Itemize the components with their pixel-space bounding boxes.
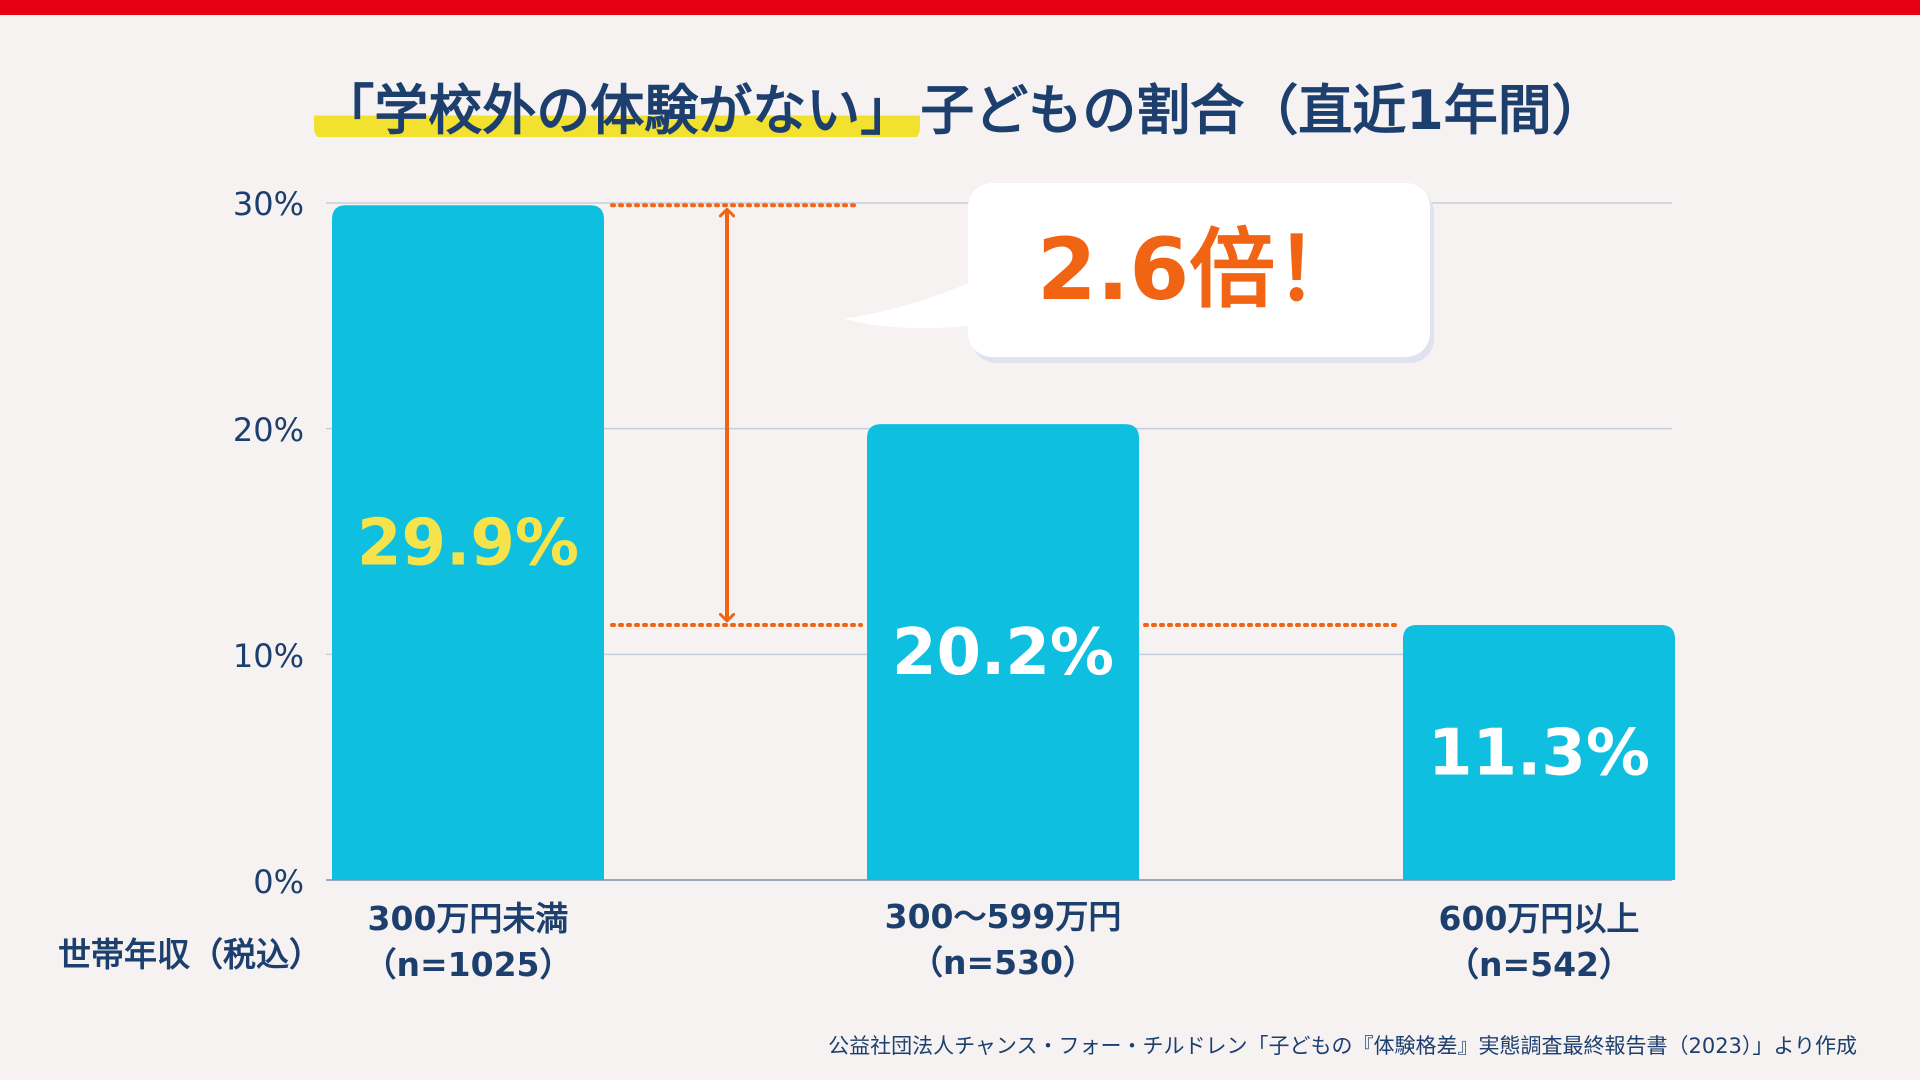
category-sample-size: （n=542） bbox=[1445, 945, 1633, 984]
bar bbox=[867, 424, 1139, 880]
category-sample-size: （n=1025） bbox=[363, 945, 573, 984]
top-accent-bar bbox=[0, 0, 1920, 15]
bar-value-label: 29.9% bbox=[357, 507, 579, 581]
category-sample-size: （n=530） bbox=[909, 943, 1097, 982]
title-highlight: 「学校外の体験がない」 bbox=[314, 79, 921, 142]
callout-text: 2.6倍！ bbox=[1036, 220, 1362, 320]
x-axis-title: 世帯年収（税込） bbox=[58, 935, 322, 974]
callout-bubble bbox=[968, 183, 1430, 357]
category-name: 300〜599万円 bbox=[884, 897, 1122, 936]
y-tick-label-20: 20% bbox=[232, 411, 304, 449]
title-rest: 子どもの割合（直近1年間） bbox=[920, 79, 1606, 142]
bar bbox=[1403, 624, 1675, 880]
category-label: 300〜599万円 （n=530） bbox=[843, 894, 1163, 986]
source-note: 公益社団法人チャンス・フォー・チルドレン「子どもの『体験格差』実態調査最終報告書… bbox=[828, 1034, 1857, 1058]
category-name: 300万円未満 bbox=[367, 899, 569, 938]
bar bbox=[332, 205, 604, 881]
bar-value-label: 20.2% bbox=[892, 616, 1114, 690]
category-name: 600万円以上 bbox=[1438, 899, 1640, 938]
bar-value-label: 11.3% bbox=[1428, 716, 1650, 790]
chart-title: 「学校外の体験がない」 子どもの割合（直近1年間） bbox=[0, 76, 1920, 146]
category-label: 300万円未満 （n=1025） bbox=[308, 896, 628, 988]
y-tick-label-30: 30% bbox=[232, 185, 304, 223]
y-tick-label-0: 0% bbox=[253, 863, 304, 901]
category-label: 600万円以上 （n=542） bbox=[1379, 896, 1699, 988]
y-tick-label-10: 10% bbox=[232, 637, 304, 675]
